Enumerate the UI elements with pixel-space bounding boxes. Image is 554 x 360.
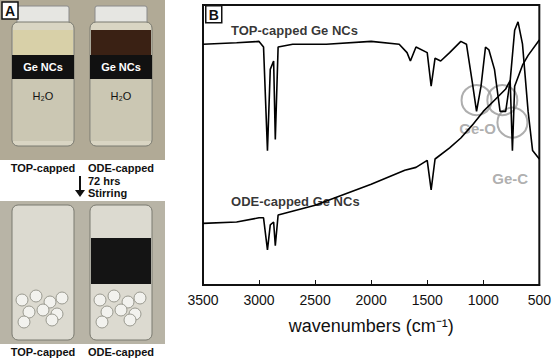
svg-text:wavenumbers (cm⁻¹): wavenumbers (cm⁻¹) — [288, 316, 454, 336]
svg-text:TOP-capped Ge NCs: TOP-capped Ge NCs — [231, 23, 358, 38]
svg-text:1000: 1000 — [468, 292, 499, 308]
svg-text:Ge-C: Ge-C — [492, 170, 528, 187]
svg-text:2500: 2500 — [300, 292, 331, 308]
svg-text:3500: 3500 — [187, 292, 218, 308]
svg-text:500: 500 — [528, 292, 552, 308]
svg-text:H₂O: H₂O — [111, 90, 132, 102]
svg-text:ODE-capped: ODE-capped — [88, 346, 154, 358]
svg-text:72 hrs: 72 hrs — [88, 175, 120, 187]
svg-text:3000: 3000 — [243, 292, 274, 308]
svg-text:ODE-capped Ge NCs: ODE-capped Ge NCs — [231, 193, 360, 209]
svg-text:Ge-O: Ge-O — [459, 119, 496, 137]
svg-text:Ge NCs: Ge NCs — [101, 61, 141, 73]
svg-text:H₂O: H₂O — [33, 90, 54, 102]
svg-text:Stirring: Stirring — [88, 187, 127, 199]
svg-text:B: B — [209, 7, 219, 23]
svg-text:1500: 1500 — [412, 292, 443, 308]
svg-text:Ge NCs: Ge NCs — [23, 61, 63, 73]
svg-text:A: A — [5, 3, 15, 19]
svg-text:TOP-capped: TOP-capped — [11, 346, 76, 358]
svg-text:2000: 2000 — [356, 292, 387, 308]
svg-text:ODE-capped: ODE-capped — [88, 162, 154, 174]
svg-text:TOP-capped: TOP-capped — [11, 162, 76, 174]
